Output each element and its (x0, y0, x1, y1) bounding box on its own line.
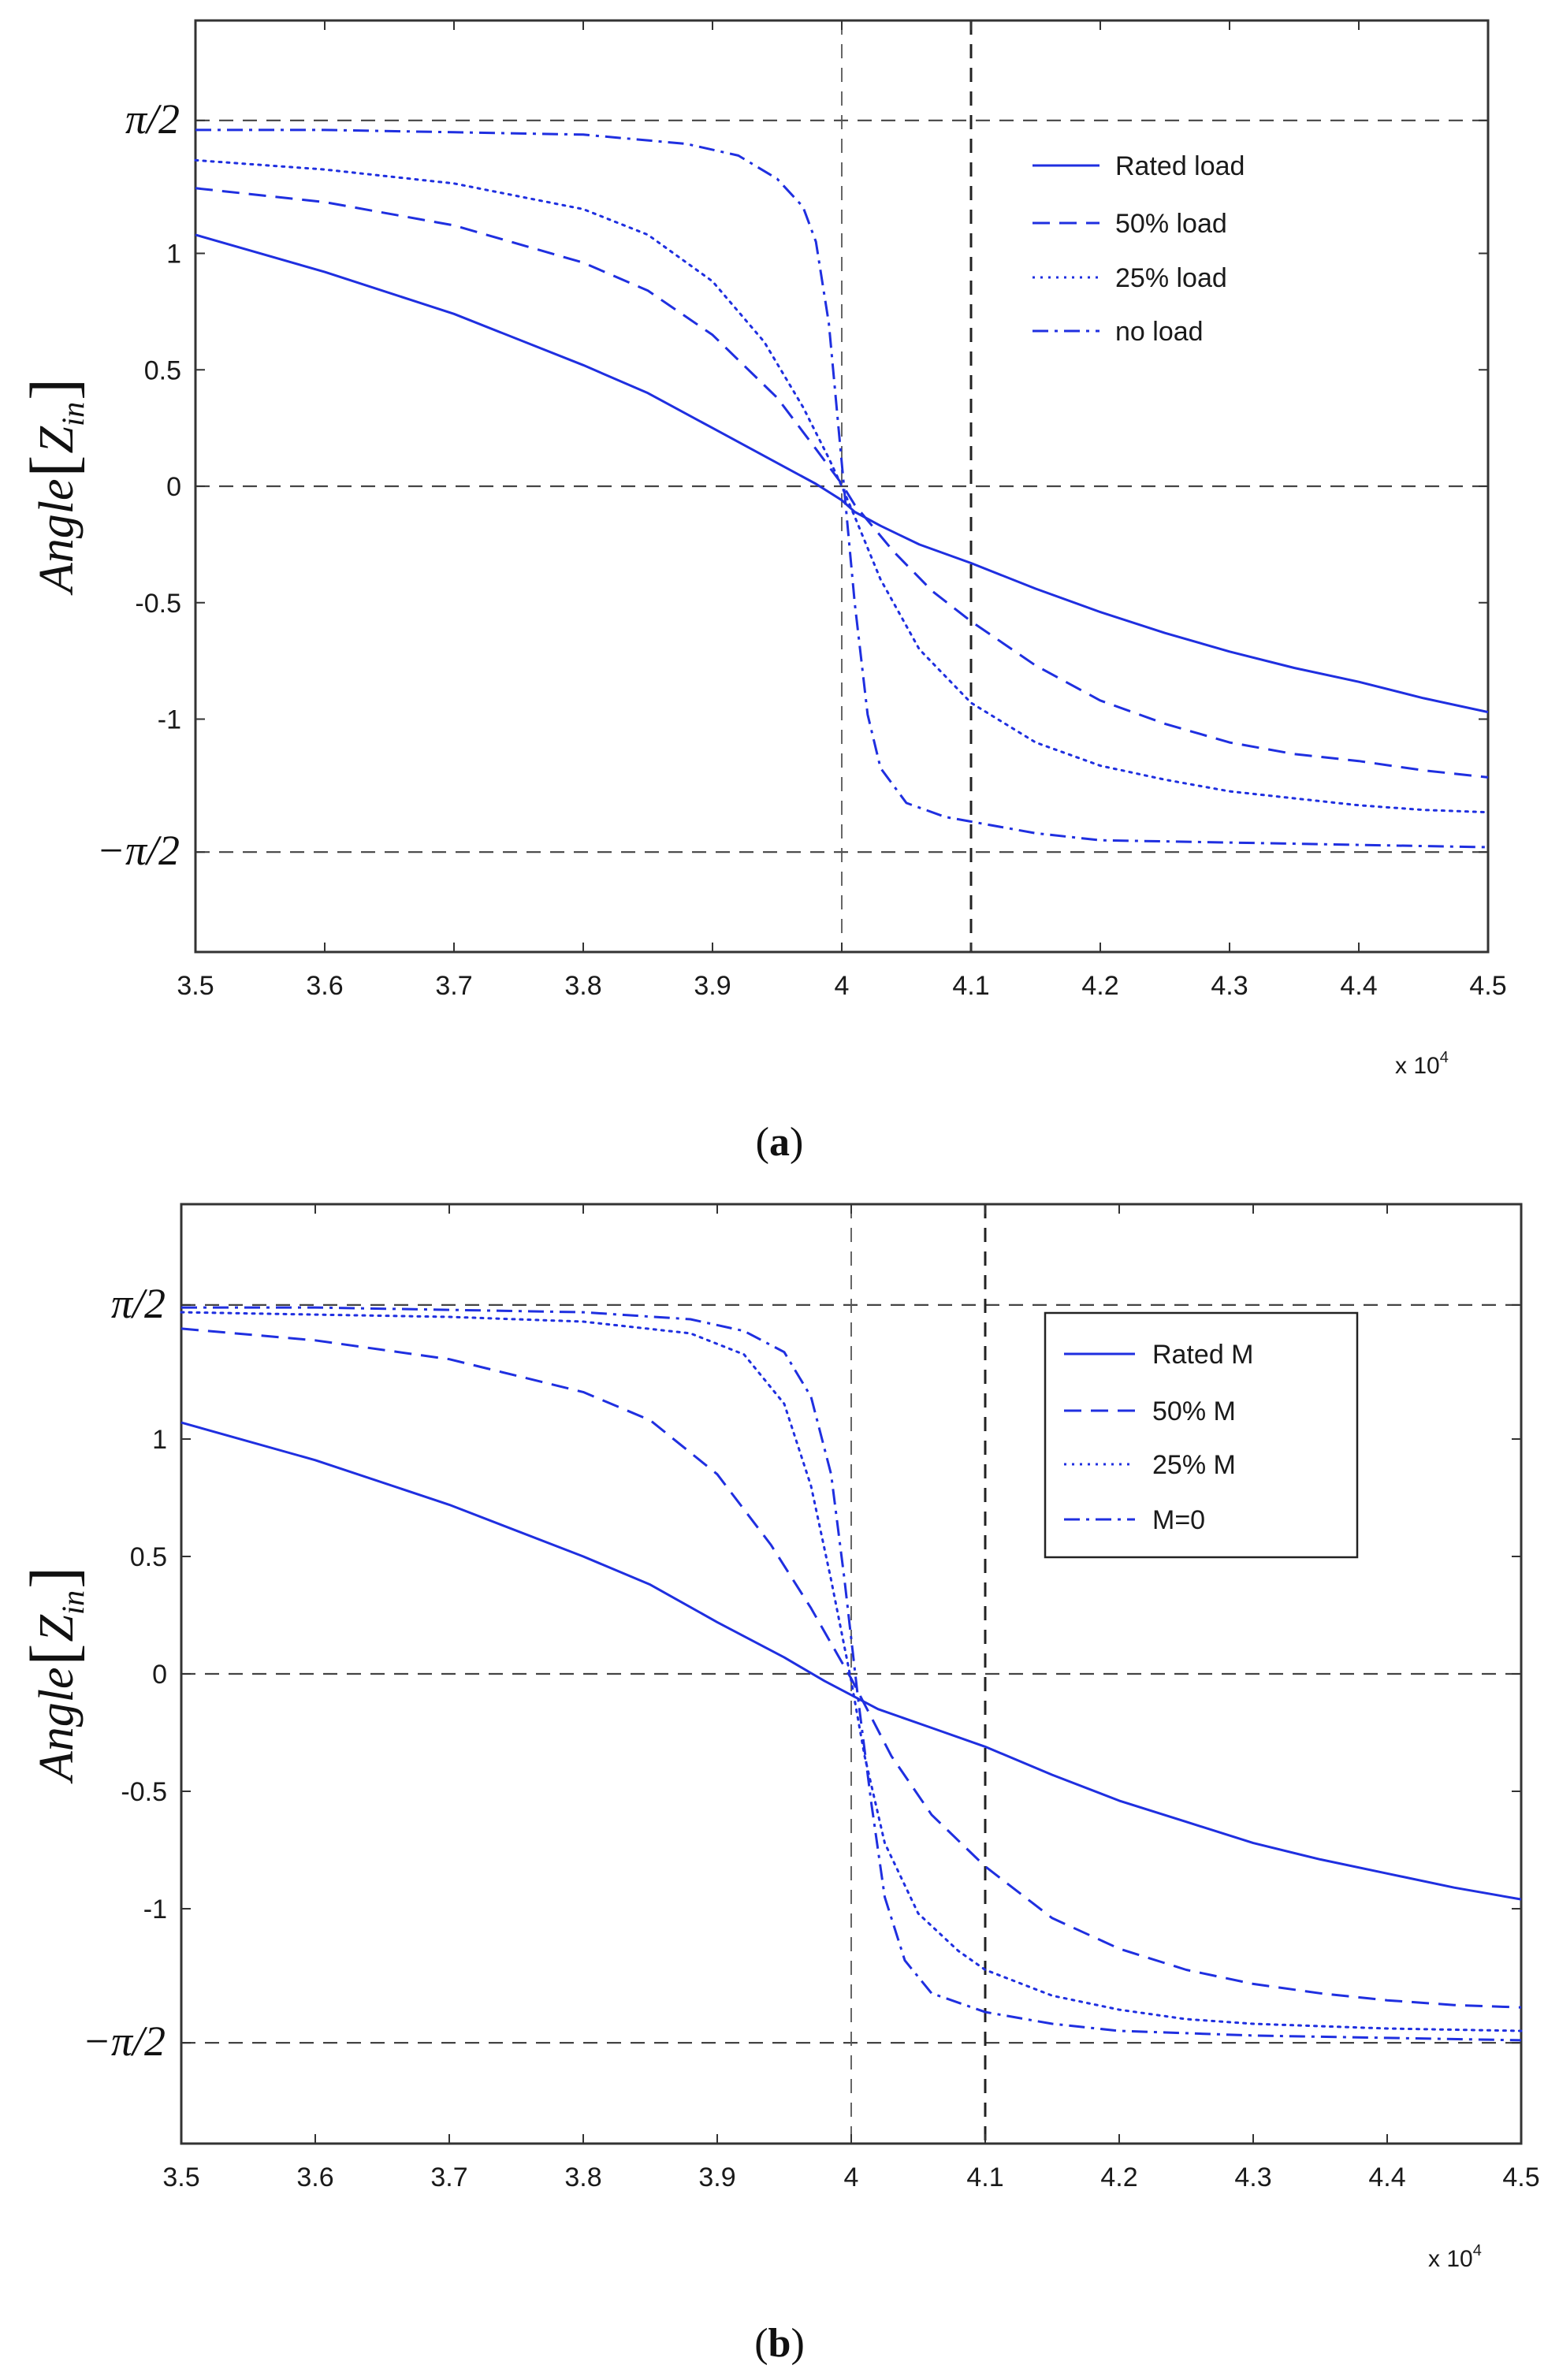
y-tick-label: -1 (158, 705, 181, 735)
x-tick-label: 3.6 (306, 971, 343, 1001)
x-tick-label: 4.4 (1340, 971, 1377, 1001)
series-line-rated-m (180, 1421, 1522, 1901)
legend-label-m-0: M=0 (1152, 1505, 1205, 1535)
legend-label-rated-load: Rated load (1115, 151, 1245, 181)
legend: Rated load 50% load 25% load no load (1033, 151, 1245, 347)
x-tick-label: 4.3 (1234, 2162, 1271, 2192)
caption: (a) (756, 1120, 804, 1165)
legend-label-no-load: no load (1115, 317, 1204, 347)
x-tick-label: 3.9 (694, 971, 731, 1001)
y-label-bracket-close: ] (17, 378, 91, 400)
y-tick-label: 0.5 (130, 1542, 167, 1572)
y-axis-label: Angle[Zin] (17, 378, 91, 596)
y-tick-label: 1 (152, 1425, 167, 1455)
x-tick-label: 4.5 (1502, 2162, 1539, 2192)
legend-label-50-m: 50% M (1152, 1396, 1236, 1426)
marks-layer: 3.5 3.6 3.7 3.8 3.9 4 4.1 4.2 4.3 4.4 4.5 −π/2 -1 -0.… (83, 1204, 1540, 2192)
x-tick-label: 3.8 (564, 2162, 601, 2192)
y-axis-label: Angle[Zin] (17, 1567, 91, 1784)
y-tick-label: -1 (143, 1895, 167, 1924)
series-line-m-0 (181, 1306, 1522, 2042)
y-label-bracket-open: [ (17, 455, 91, 477)
y-label-main: Angle (30, 478, 84, 596)
y-label-sub: Z (30, 1614, 84, 1642)
y-tick-label: -0.5 (135, 589, 181, 619)
x-tick-label: 4.5 (1469, 971, 1506, 1001)
x-tick-label: 4.2 (1081, 971, 1118, 1001)
x-tick-label: 4.2 (1100, 2162, 1137, 2192)
x-tick-label: 4.1 (952, 971, 989, 1001)
y-label-subscript: in (55, 402, 91, 426)
y-label-subscript: in (55, 1590, 91, 1615)
legend-label-25-load: 25% load (1115, 263, 1227, 293)
y-tick-label: −π/2 (97, 827, 180, 874)
svg-text:Angle[Zin]: Angle[Zin] (17, 378, 91, 596)
y-tick-label: 0.5 (144, 355, 181, 385)
caption: (b) (754, 2321, 805, 2366)
x-tick-label: 3.7 (430, 2162, 467, 2192)
x-tick-label: 4 (844, 2162, 859, 2192)
y-label-main: Angle (30, 1667, 84, 1784)
y-tick-label: 1 (166, 240, 181, 270)
series-line-50-load (195, 187, 1489, 779)
legend: Rated M 50% M 25% M M=0 (1044, 1311, 1359, 1559)
x-tick-label: 3.8 (564, 971, 601, 1001)
svg-text:Angle[Zin]: Angle[Zin] (17, 1567, 91, 1784)
panel-a: 3.5 3.6 3.7 3.8 3.9 4 4.1 4.2 4.3 4.4 4.5 −π/2 -1 -0.… (17, 19, 1507, 1165)
y-tick-label: 0 (166, 472, 181, 502)
y-tick-label: 0 (152, 1660, 167, 1690)
marks-layer: 3.5 3.6 3.7 3.8 3.9 4 4.1 4.2 4.3 4.4 4.5 −π/2 -1 -0.… (97, 20, 1507, 1001)
x-tick-label: 3.5 (162, 2162, 199, 2192)
x-tick-label: 3.7 (435, 971, 472, 1001)
legend-label-50-load: 50% load (1115, 209, 1227, 239)
y-label-sub: Z (30, 426, 84, 453)
y-tick-label: π/2 (125, 95, 180, 143)
x-scale-label: x 104 (1395, 1049, 1449, 1079)
series-line-25-load (194, 158, 1490, 814)
series-line-25-m (180, 1311, 1523, 2032)
y-tick-label: π/2 (111, 1280, 166, 1327)
panel-b: 3.5 3.6 3.7 3.8 3.9 4 4.1 4.2 4.3 4.4 4.5 −π/2 -1 -0.… (17, 1203, 1540, 2366)
x-tick-label: 4 (835, 971, 850, 1001)
series-line-rated-load (195, 233, 1489, 714)
legend-label-rated-m: Rated M (1152, 1340, 1254, 1370)
series-line-no-load (195, 128, 1489, 849)
legend-label-25-m: 25% M (1152, 1450, 1236, 1480)
series-line-50-m (180, 1327, 1522, 2009)
x-scale-label: x 104 (1428, 2242, 1482, 2272)
y-tick-label: −π/2 (83, 2017, 166, 2065)
x-tick-label: 3.5 (177, 971, 214, 1001)
x-tick-label: 4.1 (966, 2162, 1003, 2192)
x-tick-label: 4.4 (1368, 2162, 1405, 2192)
x-tick-label: 3.6 (296, 2162, 333, 2192)
y-tick-label: -0.5 (121, 1777, 167, 1807)
x-tick-label: 3.9 (698, 2162, 735, 2192)
x-tick-label: 4.3 (1211, 971, 1248, 1001)
y-label-bracket-close: ] (17, 1567, 91, 1589)
y-label-bracket-open: [ (17, 1643, 91, 1665)
